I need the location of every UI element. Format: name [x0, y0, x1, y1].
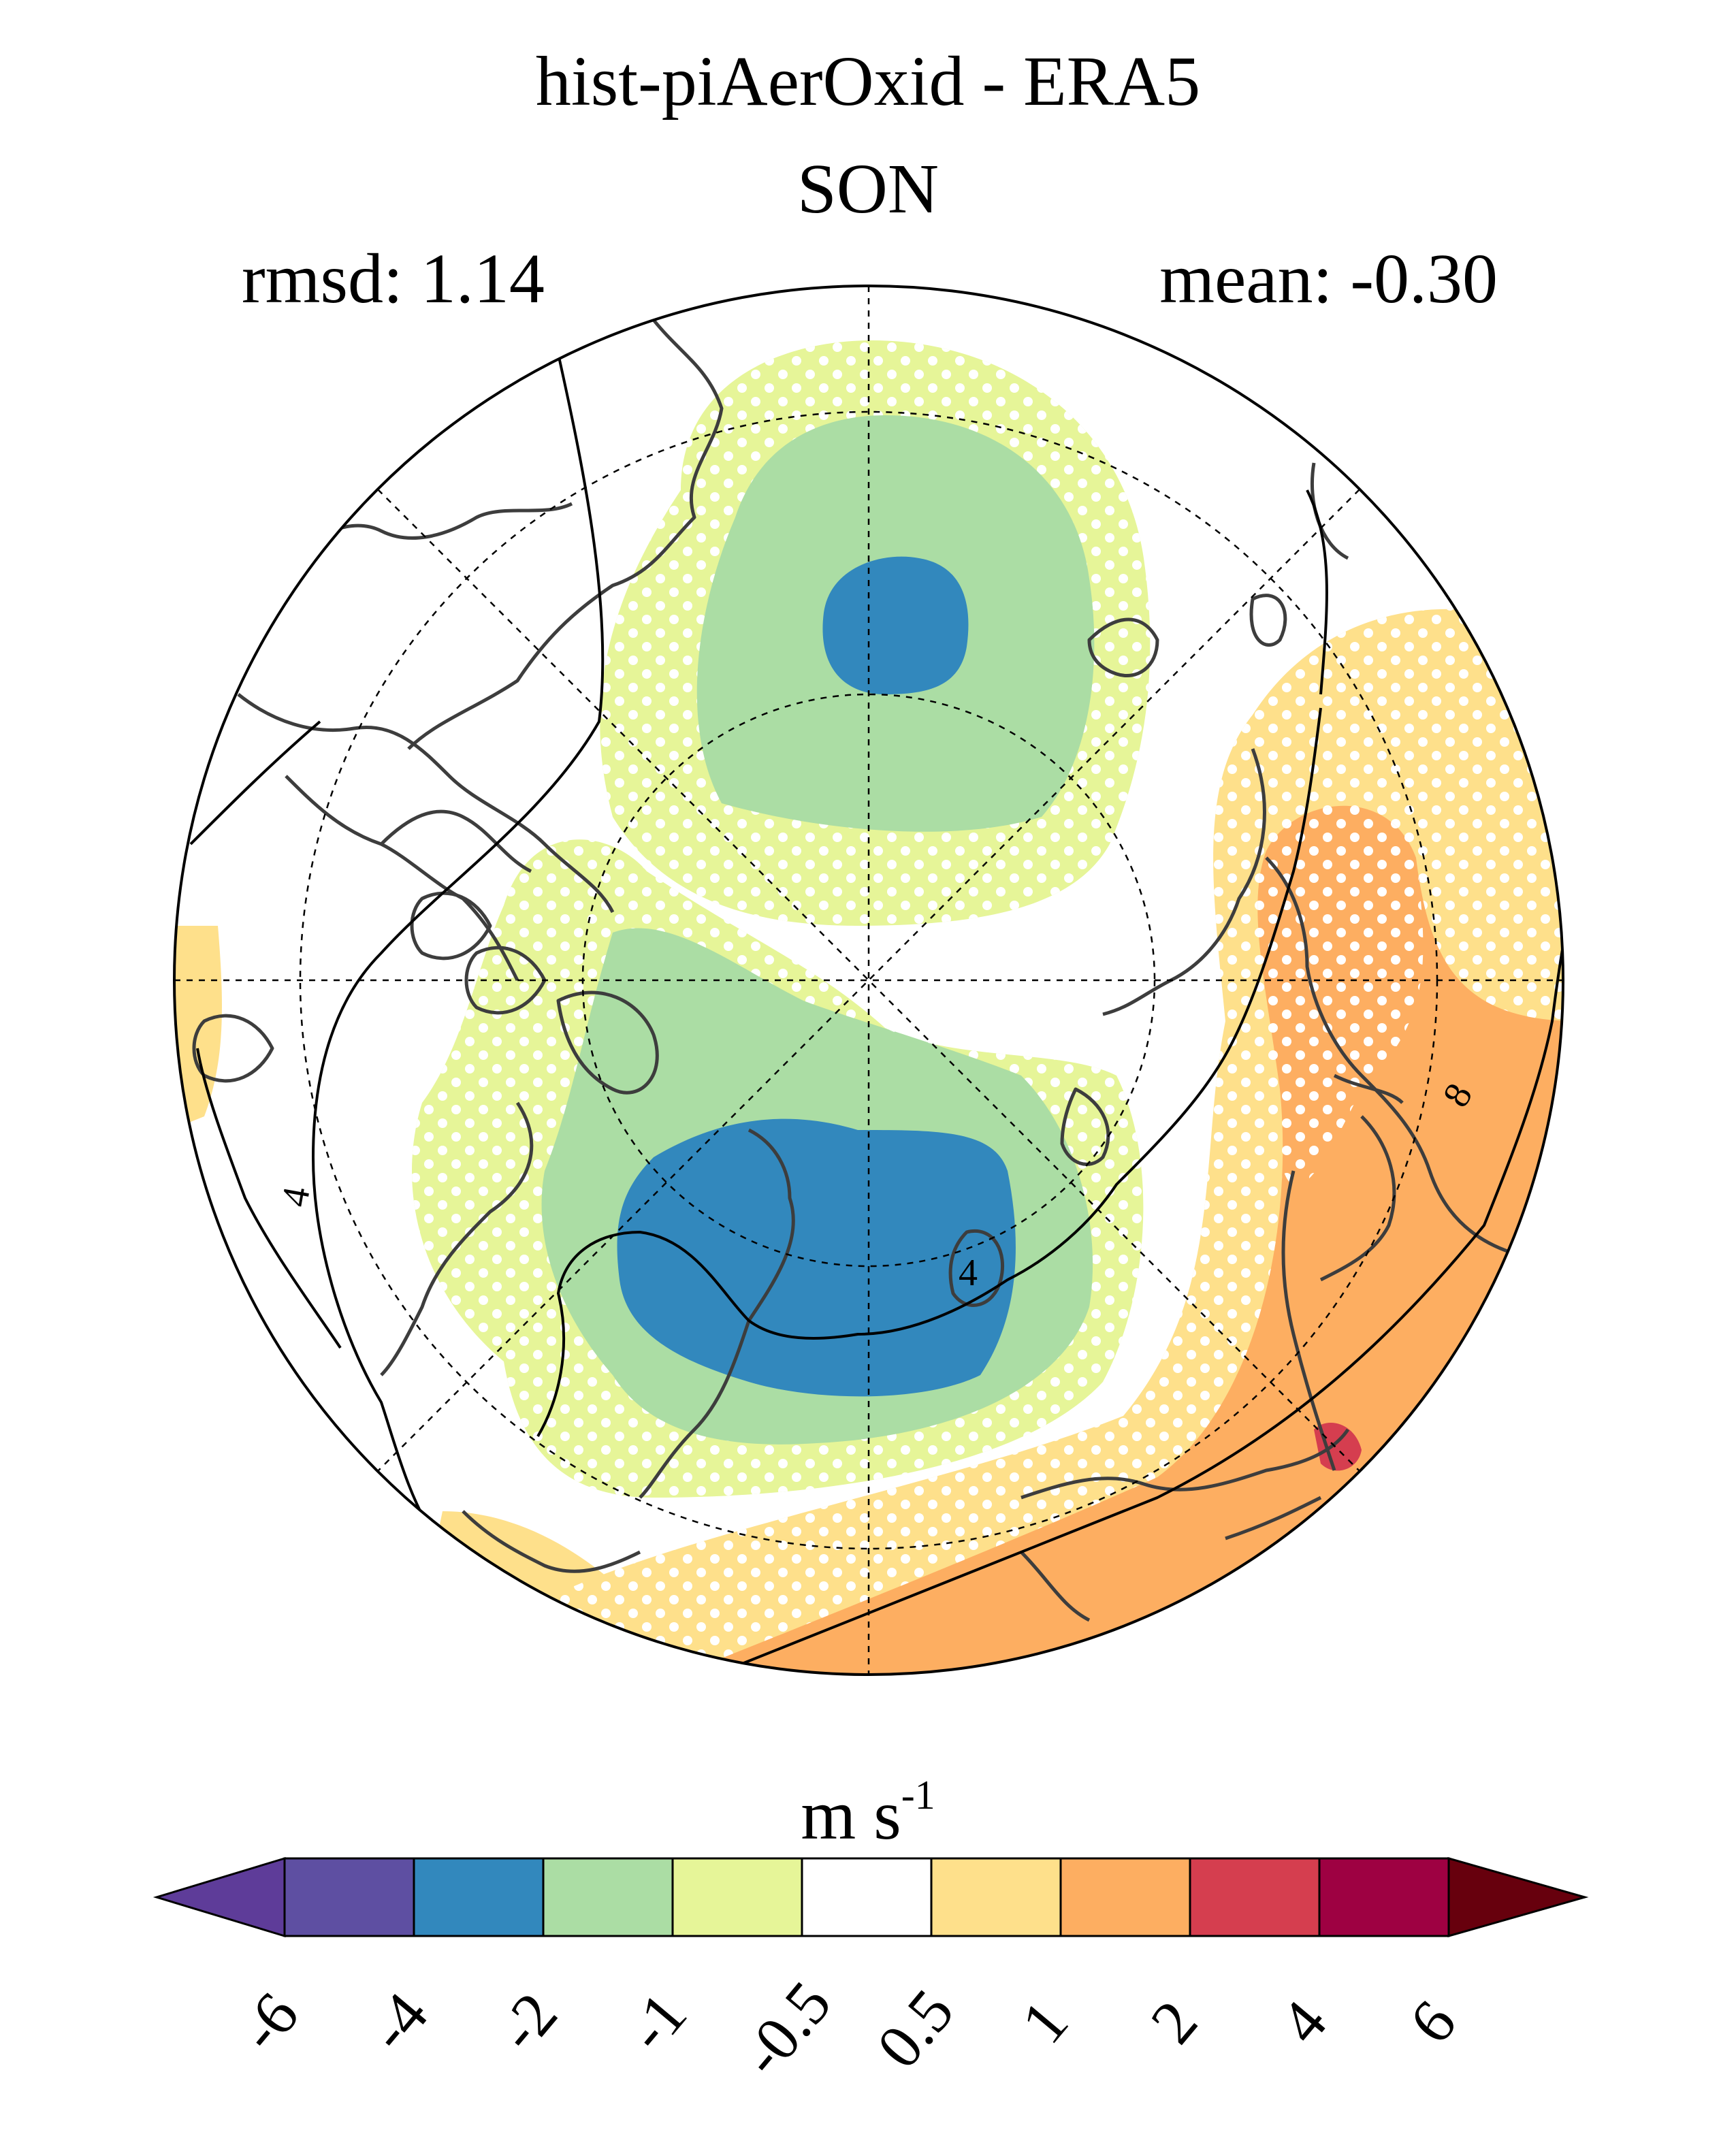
negative-region-upper-core	[822, 556, 969, 694]
colorbar-swatch	[283, 1857, 415, 1937]
season-label: SON	[797, 150, 939, 228]
colorbar-tick-label: -2	[484, 1980, 570, 2064]
colorbar-tick-label: -4	[355, 1980, 441, 2064]
positive-region-red	[1314, 1423, 1362, 1471]
colorbar-swatch	[542, 1857, 674, 1937]
map-boundary	[173, 285, 1564, 1676]
colorbar-unit-base: m s	[801, 1776, 901, 1854]
colorbar-tick-label: -1	[613, 1980, 700, 2064]
colorbar-unit: m s-1	[0, 1775, 1736, 1851]
colorbar-tick-label: 1	[1008, 1988, 1081, 2056]
map-field: 4 4 8	[174, 286, 1563, 1675]
colorbar-swatch	[930, 1857, 1062, 1937]
colorbar-tick-label: -0.5	[727, 1969, 844, 2089]
mean-label: mean: -0.30	[1159, 240, 1498, 318]
colorbar-swatch	[413, 1857, 545, 1937]
contour-label-4a: 4	[959, 1252, 978, 1294]
colorbar	[152, 1856, 1589, 1938]
colorbar-tick-label: 2	[1137, 1988, 1210, 2056]
colorbar-swatch	[671, 1857, 803, 1937]
colorbar-tick-label: 6	[1396, 1988, 1469, 2056]
negative-region-lower-core	[617, 1118, 1016, 1397]
colorbar-under-arrow	[152, 1856, 286, 1938]
colorbar-swatch	[1318, 1857, 1450, 1937]
stippling-lower	[412, 839, 1144, 1498]
stippling-orange	[1257, 805, 1424, 1186]
colorbar-swatch	[801, 1857, 933, 1937]
wind-contours	[189, 353, 1563, 1675]
rmsd-label: rmsd: 1.14	[242, 240, 545, 318]
graticule	[174, 286, 1563, 1675]
colorbar-swatch	[1059, 1857, 1191, 1937]
colorbar-swatch	[1189, 1857, 1321, 1937]
colorbar-tick-label: -6	[225, 1980, 312, 2064]
map-title: hist-piAerOxid - ERA5	[535, 42, 1201, 120]
stippling-upper	[600, 340, 1151, 926]
colorbar-ticks: -6 -4 -2 -1 -0.5 0.5 1 2 4 6	[225, 1969, 1470, 2089]
colorbar-unit-exponent: -1	[901, 1773, 935, 1818]
colorbar-over-arrow	[1447, 1857, 1589, 1937]
stippling-right	[545, 609, 1563, 1675]
colorbar-tick-label: 4	[1266, 1988, 1340, 2056]
colorbar-tick-label: 0.5	[863, 1976, 967, 2081]
